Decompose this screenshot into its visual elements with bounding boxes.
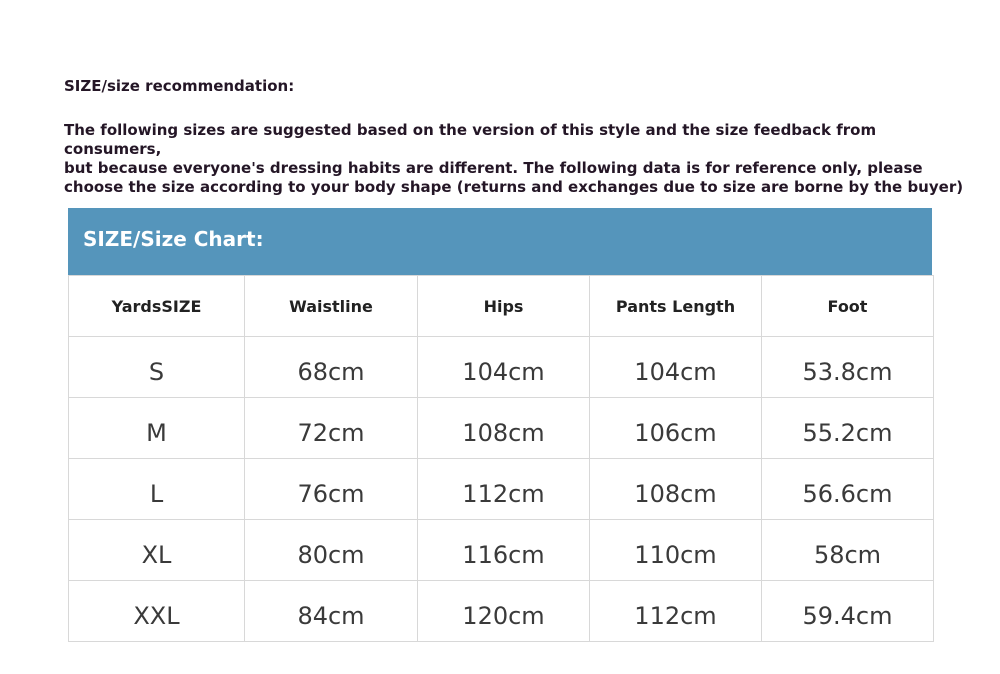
table-row: XL 80cm 116cm 110cm 58cm [68,519,934,581]
table-cell: 110cm [589,519,762,581]
table-cell: L [68,458,245,520]
table-cell: XL [68,519,245,581]
size-recommendation-note: The following sizes are suggested based … [64,121,964,196]
table-cell: S [68,336,245,398]
column-header: Pants Length [589,275,762,337]
table-cell: 108cm [417,397,590,459]
table-row: M 72cm 108cm 106cm 55.2cm [68,397,934,459]
table-cell: 55.2cm [761,397,934,459]
table-cell: 53.8cm [761,336,934,398]
table-row: L 76cm 112cm 108cm 56.6cm [68,458,934,520]
table-cell: 120cm [417,580,590,642]
table-cell: 106cm [589,397,762,459]
size-chart-title: SIZE/Size Chart: [83,227,264,251]
table-cell: 56.6cm [761,458,934,520]
column-header: YardsSIZE [68,275,245,337]
table-cell: 104cm [417,336,590,398]
table-cell: 59.4cm [761,580,934,642]
size-recommendation-heading: SIZE/size recommendation: [64,77,295,95]
table-cell: 76cm [244,458,418,520]
column-header: Foot [761,275,934,337]
table-cell: 116cm [417,519,590,581]
column-header: Waistline [244,275,418,337]
size-chart-header-band: SIZE/Size Chart: [68,208,932,275]
column-header: Hips [417,275,590,337]
table-row: XXL 84cm 120cm 112cm 59.4cm [68,580,934,642]
table-cell: 80cm [244,519,418,581]
table-cell: 112cm [417,458,590,520]
table-cell: 58cm [761,519,934,581]
table-cell: M [68,397,245,459]
table-cell: 84cm [244,580,418,642]
table-cell: 68cm [244,336,418,398]
table-row: S 68cm 104cm 104cm 53.8cm [68,336,934,398]
table-cell: XXL [68,580,245,642]
table-header-row: YardsSIZE Waistline Hips Pants Length Foot [68,275,934,337]
table-cell: 108cm [589,458,762,520]
table-cell: 112cm [589,580,762,642]
size-chart-table: YardsSIZE Waistline Hips Pants Length Foot S 6… [68,275,934,642]
table-cell: 72cm [244,397,418,459]
table-cell: 104cm [589,336,762,398]
